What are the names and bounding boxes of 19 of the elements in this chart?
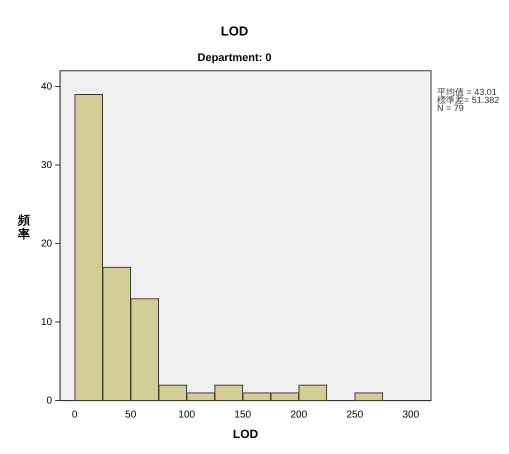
y-tick-label: 40	[41, 81, 53, 92]
text: 標準差= 51.382	[437, 94, 500, 105]
x-tick-label: 300	[402, 409, 420, 420]
y-tick-label: 20	[41, 238, 53, 250]
text: 平均值 = 43.01	[437, 86, 497, 97]
x-tick-label: 200	[290, 409, 308, 420]
y-tick-label: 10	[41, 316, 53, 328]
x-tick-label: 150	[234, 409, 252, 420]
x-tick-label: 50	[125, 409, 137, 420]
x-tick-label: 250	[346, 409, 364, 420]
chart-title: LOD	[220, 23, 248, 38]
y-axis-title: 頻率	[18, 213, 31, 241]
x-tick-label: 100	[178, 409, 196, 420]
x-axis-title: LOD	[232, 427, 259, 442]
y-tick-label: 0	[46, 395, 53, 406]
chart-subtitle: Department: 0	[198, 52, 272, 64]
text: N = 79	[437, 102, 464, 113]
x-tick-label: 0	[72, 409, 78, 420]
y-tick-label: 30	[41, 160, 53, 171]
